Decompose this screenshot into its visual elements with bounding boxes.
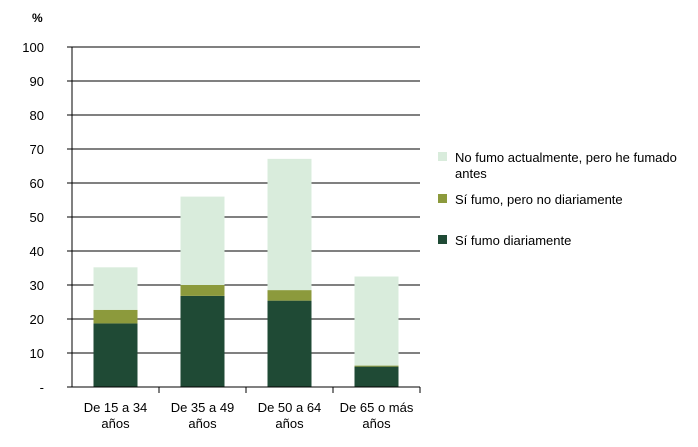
y-tick-label: 20	[30, 312, 44, 327]
x-category-label: De 65 o más años	[340, 400, 414, 431]
y-tick-label: 30	[30, 278, 44, 293]
bar-segment	[355, 367, 399, 387]
legend: No fumo actualmente, pero he fumado antes…	[438, 150, 677, 248]
bar-segment	[268, 301, 312, 387]
bar-segment	[94, 267, 138, 310]
bar-segment	[181, 296, 225, 387]
legend-swatch	[438, 152, 447, 161]
y-tick-label: 50	[30, 210, 44, 225]
y-tick-label: 10	[30, 346, 44, 361]
legend-label: Sí fumo, pero no diariamente	[455, 192, 623, 207]
y-tick-label: 70	[30, 142, 44, 157]
legend-label: No fumo actualmente, pero he fumado antes	[455, 150, 677, 181]
legend-swatch	[438, 194, 447, 203]
bar-segment	[268, 290, 312, 301]
y-tick-labels: - 10 20 30 40 50 60 70 80 90 100	[22, 40, 72, 395]
y-tick-label: 90	[30, 74, 44, 89]
bar-segment	[355, 277, 399, 366]
y-unit-label: %	[32, 11, 43, 25]
legend-swatch	[438, 235, 447, 244]
y-tick-label: 60	[30, 176, 44, 191]
bar-segment	[268, 159, 312, 290]
x-category-label: De 15 a 34 años	[84, 400, 148, 431]
bar-segment	[355, 366, 399, 367]
bar-segment	[181, 197, 225, 285]
x-category-labels: De 15 a 34 años De 35 a 49 años De 50 a 64 añ…	[84, 400, 414, 431]
bar-segment	[94, 323, 138, 387]
x-category-label: De 35 a 49 años	[171, 400, 235, 431]
y-tick-label: 80	[30, 108, 44, 123]
legend-label: Sí fumo diariamente	[455, 233, 571, 248]
y-tick-label: -	[40, 380, 44, 395]
y-tick-label: 40	[30, 244, 44, 259]
bar-segment	[181, 285, 225, 296]
x-category-label: De 50 a 64 años	[258, 400, 322, 431]
bar-segment	[94, 310, 138, 324]
y-tick-label: 100	[22, 40, 44, 55]
